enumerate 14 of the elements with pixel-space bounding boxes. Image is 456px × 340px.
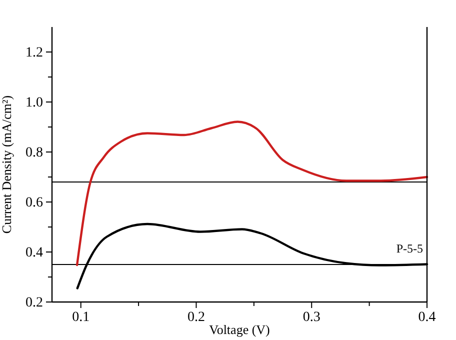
x-tick-label: 0.4 — [418, 310, 436, 325]
x-tick-label: 0.2 — [187, 310, 205, 325]
x-axis-title: Voltage (V) — [209, 322, 270, 337]
y-tick-label: 0.2 — [26, 295, 43, 310]
line-series — [76, 120, 428, 266]
y-axis-title: Current Density (mA/cm²) — [0, 95, 14, 234]
y-tick-label: 1.2 — [26, 45, 43, 60]
y-tick-label: 1.0 — [26, 95, 43, 110]
y-tick-label: 0.4 — [26, 245, 43, 260]
x-tick-label: 0.1 — [72, 310, 90, 325]
y-tick-label: 0.8 — [26, 145, 43, 160]
series-label: P-5-5 — [396, 241, 423, 256]
x-tick-label: 0.3 — [302, 310, 320, 325]
y-tick-label: 0.6 — [26, 195, 43, 210]
